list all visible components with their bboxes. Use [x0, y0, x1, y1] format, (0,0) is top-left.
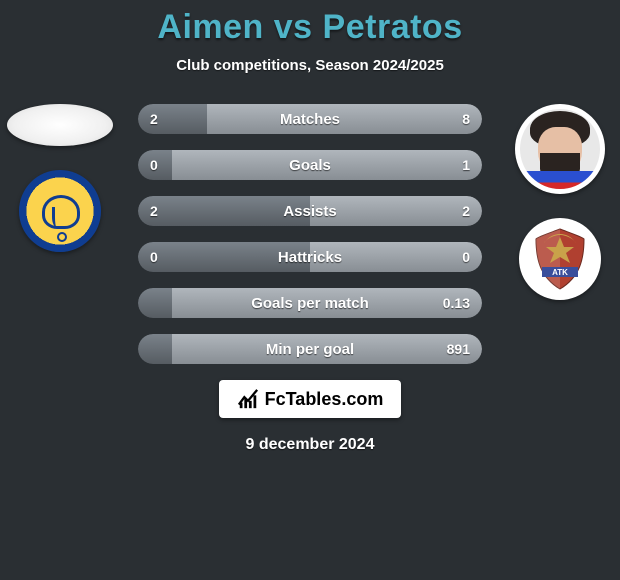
- club-badge-right: ATK: [519, 218, 601, 300]
- stat-bar-right: [172, 334, 482, 364]
- stat-bar-left: [138, 104, 207, 134]
- stat-bar-right: [172, 288, 482, 318]
- header: Aimen vs Petratos Club competitions, Sea…: [0, 0, 620, 74]
- stat-bar-right: [310, 242, 482, 272]
- stat-bar-right: [207, 104, 482, 134]
- elephant-icon: [38, 189, 82, 233]
- stat-row: Min per goal891: [138, 334, 482, 364]
- stat-row: Goals per match0.13: [138, 288, 482, 318]
- stat-bar-right: [172, 150, 482, 180]
- date-text: 9 december 2024: [0, 436, 620, 454]
- player-face-icon: [520, 109, 600, 189]
- atk-shield-icon: ATK: [524, 223, 596, 295]
- player-avatar-right: [515, 104, 605, 194]
- stat-row: Hattricks00: [138, 242, 482, 272]
- stat-bar-left: [138, 196, 310, 226]
- stats-icon: [237, 388, 259, 410]
- page-title: Aimen vs Petratos: [0, 8, 620, 47]
- club-badge-left: [19, 170, 101, 252]
- stat-bar-left: [138, 288, 172, 318]
- comparison-panel: ATK Matches28 Goals01 Assists22 Hattricks00…: [0, 104, 620, 364]
- footer: FcTables.com 9 december 2024: [0, 380, 620, 454]
- stat-row: Matches28: [138, 104, 482, 134]
- stat-bar-left: [138, 242, 310, 272]
- brand-text: FcTables.com: [265, 389, 384, 410]
- subtitle: Club competitions, Season 2024/2025: [0, 57, 620, 74]
- svg-text:ATK: ATK: [552, 268, 568, 277]
- stat-bar-right: [310, 196, 482, 226]
- stat-row: Assists22: [138, 196, 482, 226]
- ball-icon: [57, 232, 67, 242]
- title-right: Petratos: [323, 8, 463, 46]
- title-vs: vs: [274, 8, 313, 46]
- stat-bar-left: [138, 334, 172, 364]
- title-left: Aimen: [157, 8, 263, 46]
- brand-badge: FcTables.com: [219, 380, 402, 418]
- right-column: ATK: [500, 104, 620, 300]
- stat-row: Goals01: [138, 150, 482, 180]
- left-column: [0, 104, 120, 252]
- stat-bar-left: [138, 150, 172, 180]
- comparison-bars: Matches28 Goals01 Assists22 Hattricks00 Goal…: [138, 104, 482, 364]
- player-avatar-left: [7, 104, 113, 146]
